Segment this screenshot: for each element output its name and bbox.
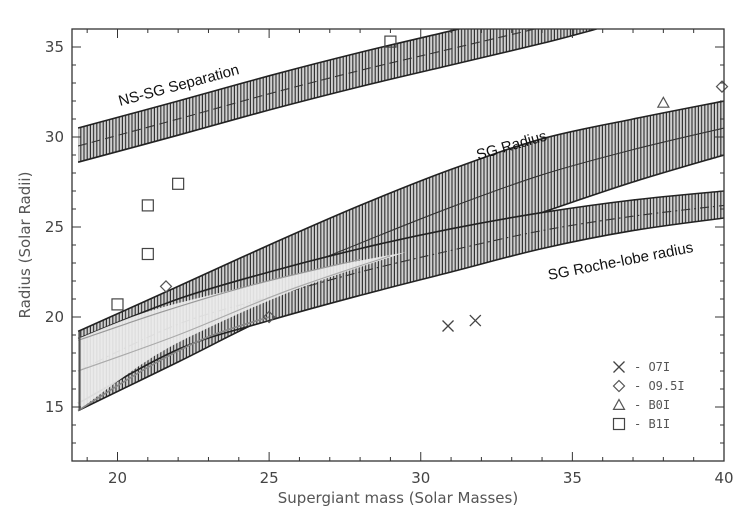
overlap-upper-edge [77,258,361,341]
x-tick-label-40: 40 [714,469,733,487]
y-tick-label-35: 35 [45,38,64,56]
band-0-center-line [77,29,537,147]
band-label-sg-roche-lobe: SG Roche-lobe radius [547,239,695,284]
overlap-fill [78,252,406,411]
legend: - O7I - O9.5I - B0I - B1I [612,360,685,431]
legend-label-2: - B0I [634,398,670,412]
point-square-0 [111,298,124,311]
axes: 20 25 30 35 40 15 20 25 30 35 Supergiant mass (Sol… [16,28,734,507]
legend-marker-triangle [612,398,626,410]
legend-marker-diamond [612,379,626,393]
point-triangle-0 [656,96,670,108]
x-tick-label-35: 35 [563,469,582,487]
overlap-lower-edge [77,316,270,412]
point-diamond-2 [715,80,729,93]
point-square-1 [141,247,154,261]
y-tick-label-15: 15 [45,398,64,416]
y-axis-label: Radius (Solar Radii) [16,172,34,319]
legend-label-3: - B1I [634,417,670,431]
y-tick-label-30: 30 [45,128,64,146]
legend-label-1: - O9.5I [634,379,685,393]
point-square-3 [172,177,185,190]
band-0-upper-edge [77,29,463,129]
band-group [77,29,724,412]
overlap-region [77,252,406,412]
x-tick-label-25: 25 [260,469,279,487]
scatter-points [111,35,729,332]
point-diamond-1 [262,310,276,324]
band-2-upper-edge [77,190,724,340]
band-1-upper-edge [77,100,724,333]
point-diamond-0 [159,280,173,293]
point-x-1 [469,314,482,327]
legend-label-0: - O7I [634,360,670,374]
x-tick-label-20: 20 [108,469,127,487]
y-tick-label-25: 25 [45,218,64,236]
x-tick-label-30: 30 [411,469,430,487]
overlap-center-line [77,255,391,372]
y-tick-label-20: 20 [45,308,64,326]
point-x-0 [442,320,454,332]
band-2-lower-edge [77,217,724,405]
point-square-4 [384,35,397,48]
point-square-2 [141,199,154,212]
legend-marker-square [612,417,626,431]
x-axis-label: Supergiant mass (Solar Masses) [278,489,518,507]
band-0-lower-edge [77,29,597,163]
legend-marker-x [613,361,625,373]
